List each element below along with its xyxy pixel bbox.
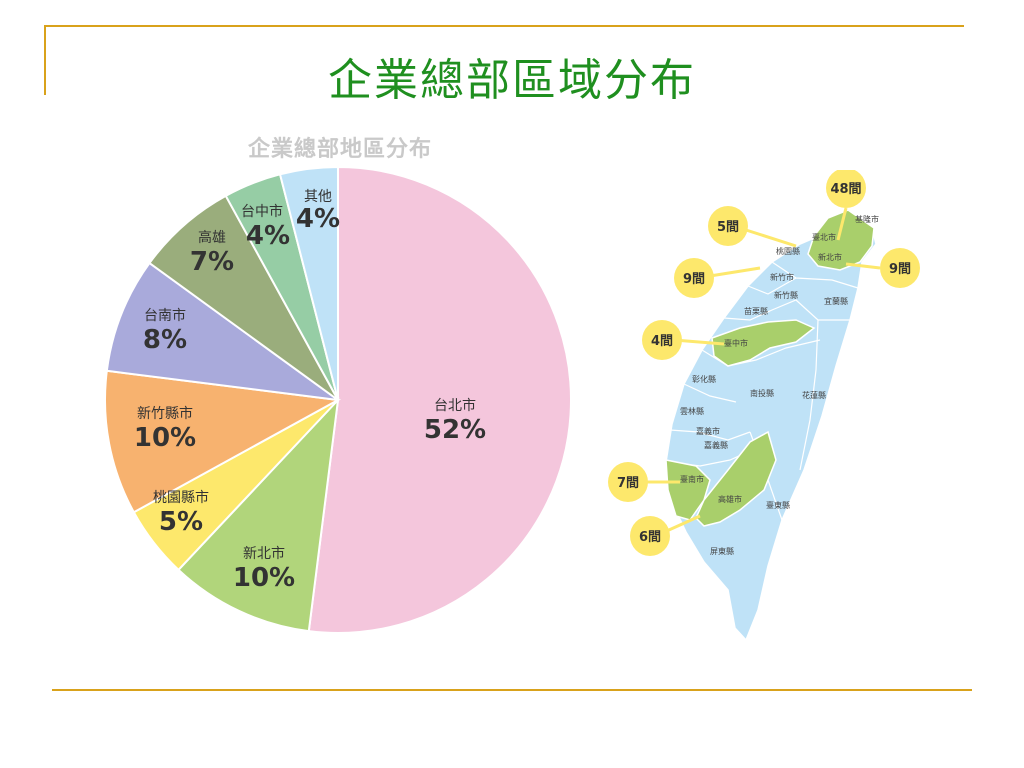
slide-title: 企業總部區域分布 xyxy=(328,55,696,106)
slice-value-8: 4% xyxy=(296,204,340,234)
label-hualien: 花蓮縣 xyxy=(802,390,826,400)
taichung-region xyxy=(711,319,816,367)
taipei-region xyxy=(807,209,875,271)
slice-label-7: 台中市 xyxy=(241,203,283,220)
label-taoyuan: 桃園縣 xyxy=(776,246,800,256)
slice-label-3: 桃園縣市 xyxy=(153,489,209,506)
svg-text:4間: 4間 xyxy=(651,334,673,349)
slice-value-2: 10% xyxy=(233,563,295,593)
label-tainan: 臺南市 xyxy=(680,474,704,484)
label-chiayi-city: 嘉義市 xyxy=(696,426,720,436)
slice-value-1: 52% xyxy=(424,415,486,445)
label-chiayi-county: 嘉義縣 xyxy=(704,440,728,450)
pie-slice-5 xyxy=(105,261,339,401)
label-yilan: 宜蘭縣 xyxy=(824,296,848,306)
slice-label-8: 其他 xyxy=(304,189,332,205)
callout-9-hsinchu: 9間 xyxy=(674,258,714,298)
svg-text:48間: 48間 xyxy=(830,182,861,197)
callout-5-taoyuan: 5間 xyxy=(708,206,748,246)
chart-title: 企業總部地區分布 xyxy=(247,137,432,162)
label-nantou: 南投縣 xyxy=(750,388,774,398)
label-miaoli: 苗栗縣 xyxy=(744,306,768,316)
label-taipei: 臺北市 xyxy=(812,232,836,242)
label-changhua: 彰化縣 xyxy=(692,374,716,384)
label-newtaipei: 新北市 xyxy=(818,252,842,262)
slice-label-1: 台北市 xyxy=(434,397,476,414)
slice-value-5: 8% xyxy=(143,325,187,355)
label-pingtung: 屏東縣 xyxy=(710,546,734,556)
bottom-rule xyxy=(52,689,972,691)
slice-label-2: 新北市 xyxy=(243,545,285,562)
svg-text:7間: 7間 xyxy=(617,476,639,491)
label-hsinchu-county: 新竹縣 xyxy=(774,290,798,300)
label-taitung: 臺東縣 xyxy=(766,500,790,510)
callout-4-taichung: 4間 xyxy=(642,320,682,360)
taiwan-map: 基隆市 臺北市 新北市 桃園縣 新竹市 新竹縣 宜蘭縣 苗栗縣 臺中市 彰化縣 … xyxy=(608,170,920,642)
label-kaohsiung: 高雄市 xyxy=(718,494,742,504)
tainan-region xyxy=(665,459,711,521)
pie-slice-4 xyxy=(104,369,342,514)
left-rule xyxy=(44,25,46,95)
pie-chart: 台北市52%新北市10%桃園縣市5%新竹縣市10%台南市8%高雄7%台中市4%其… xyxy=(104,165,572,634)
slice-value-4: 10% xyxy=(134,423,196,453)
slice-value-7: 4% xyxy=(246,221,290,251)
kaohsiung-region xyxy=(695,430,777,527)
label-yunlin: 雲林縣 xyxy=(680,406,704,416)
slice-value-3: 5% xyxy=(159,507,203,537)
label-taichung: 臺中市 xyxy=(724,338,748,348)
slice-label-4: 新竹縣市 xyxy=(137,405,193,422)
taiwan-island xyxy=(665,221,877,642)
svg-text:6間: 6間 xyxy=(639,530,661,545)
callout-6-kaohsiung: 6間 xyxy=(630,516,670,556)
label-keelung: 基隆市 xyxy=(855,214,879,224)
svg-text:9間: 9間 xyxy=(683,272,705,287)
svg-text:9間: 9間 xyxy=(889,262,911,277)
county-labels: 基隆市 臺北市 新北市 桃園縣 新竹市 新竹縣 宜蘭縣 苗栗縣 臺中市 彰化縣 … xyxy=(680,214,879,556)
slice-label-6: 高雄 xyxy=(198,229,226,246)
top-rule xyxy=(44,25,964,27)
svg-text:5間: 5間 xyxy=(717,220,739,235)
label-hsinchu-city: 新竹市 xyxy=(770,272,794,282)
pie-slice-6 xyxy=(148,194,339,401)
callout-9-newtaipei: 9間 xyxy=(880,248,920,288)
callout-7-tainan: 7間 xyxy=(608,462,648,502)
pie-slice-2 xyxy=(177,397,340,633)
pie-slice-8 xyxy=(278,165,339,401)
slice-label-5: 台南市 xyxy=(144,307,186,324)
callout-48: 48間 xyxy=(826,170,866,208)
pie-slice-1 xyxy=(307,165,572,634)
slice-value-6: 7% xyxy=(190,247,234,277)
